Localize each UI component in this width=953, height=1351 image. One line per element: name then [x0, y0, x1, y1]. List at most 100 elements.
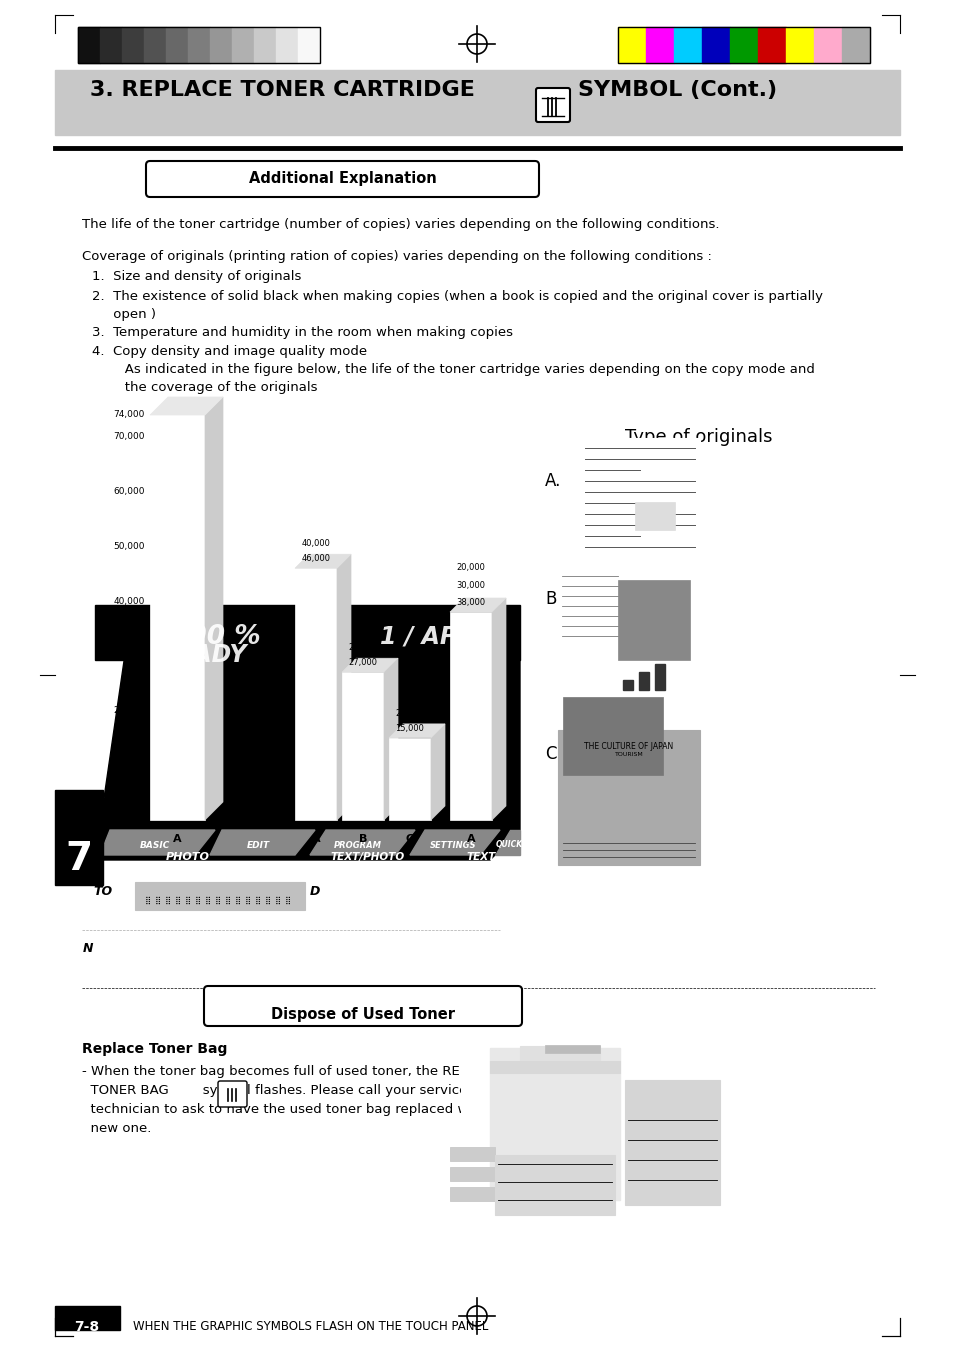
- Text: 3. REPLACE TONER CARTRIDGE: 3. REPLACE TONER CARTRIDGE: [90, 80, 475, 100]
- Text: SYMBOL (Cont.): SYMBOL (Cont.): [578, 80, 777, 100]
- Polygon shape: [431, 724, 444, 820]
- Text: the coverage of the originals: the coverage of the originals: [112, 381, 317, 394]
- Bar: [78, 27, 100, 63]
- Text: - When the toner bag becomes full of used toner, the REPLACE: - When the toner bag becomes full of use…: [82, 1065, 501, 1078]
- Text: ⣿: ⣿: [154, 896, 161, 905]
- FancyBboxPatch shape: [146, 161, 538, 197]
- Text: PROGRAM: PROGRAM: [334, 840, 381, 850]
- Text: SETTINGS: SETTINGS: [429, 840, 476, 850]
- Bar: [618, 580, 689, 661]
- Text: B.: B.: [544, 590, 561, 608]
- Bar: [461, 1032, 871, 1220]
- Polygon shape: [495, 830, 519, 855]
- Text: TONER BAG        symbol flashes. Please call your service: TONER BAG symbol flashes. Please call yo…: [82, 1084, 467, 1097]
- Bar: [624, 1079, 720, 1205]
- Text: A: A: [173, 834, 182, 844]
- Text: B: B: [358, 834, 367, 844]
- Text: 40,000: 40,000: [113, 597, 145, 605]
- Text: 27,000: 27,000: [348, 658, 377, 667]
- Bar: [55, 790, 103, 885]
- Polygon shape: [384, 658, 397, 820]
- Text: new one.: new one.: [82, 1121, 152, 1135]
- Text: ⣿: ⣿: [225, 896, 231, 905]
- Bar: [562, 697, 662, 775]
- Text: TO: TO: [92, 885, 112, 898]
- Text: N: N: [83, 942, 93, 955]
- Text: 60,000: 60,000: [113, 488, 145, 496]
- Bar: [813, 27, 841, 63]
- Polygon shape: [150, 397, 223, 415]
- Polygon shape: [294, 554, 351, 569]
- Bar: [188, 27, 210, 63]
- Text: Replace Toner Bag: Replace Toner Bag: [82, 1042, 227, 1056]
- Bar: [579, 438, 700, 561]
- Text: technician to ask to have the used toner bag replaced with a: technician to ask to have the used toner…: [82, 1102, 497, 1116]
- Bar: [450, 612, 492, 820]
- Bar: [95, 605, 519, 661]
- Bar: [100, 27, 122, 63]
- FancyBboxPatch shape: [536, 88, 569, 122]
- Bar: [150, 415, 205, 820]
- Bar: [645, 27, 673, 63]
- Bar: [785, 27, 813, 63]
- Bar: [758, 27, 785, 63]
- Text: TOURISM: TOURISM: [614, 753, 642, 757]
- Text: A: A: [466, 834, 475, 844]
- Bar: [701, 27, 729, 63]
- Text: open ): open ): [91, 308, 156, 322]
- Text: ⣿: ⣿: [285, 896, 291, 905]
- Text: PHOTO: PHOTO: [165, 852, 210, 862]
- Text: ⣿: ⣿: [145, 896, 151, 905]
- Text: WHEN THE GRAPHIC SYMBOLS FLASH ON THE TOUCH PANEL: WHEN THE GRAPHIC SYMBOLS FLASH ON THE TO…: [132, 1320, 488, 1333]
- Text: 100 %: 100 %: [170, 624, 260, 650]
- Bar: [519, 1046, 599, 1061]
- Polygon shape: [410, 830, 499, 855]
- Bar: [558, 730, 700, 865]
- Bar: [639, 671, 648, 690]
- Bar: [135, 882, 305, 911]
- Text: Dispose of Used Toner: Dispose of Used Toner: [271, 1006, 455, 1021]
- Text: 46,000: 46,000: [301, 554, 330, 563]
- Bar: [78, 27, 319, 63]
- Text: 4.  Copy density and image quality mode: 4. Copy density and image quality mode: [91, 345, 367, 358]
- Bar: [166, 27, 188, 63]
- Text: EDIT: EDIT: [246, 840, 270, 850]
- Text: 2.  The existence of solid black when making copies (when a book is copied and t: 2. The existence of solid black when mak…: [91, 290, 822, 303]
- Bar: [544, 1046, 599, 1052]
- Text: 30,000: 30,000: [113, 651, 145, 661]
- Bar: [297, 27, 319, 63]
- Polygon shape: [450, 598, 505, 612]
- Text: As indicated in the figure below, the life of the toner cartridge varies dependi: As indicated in the figure below, the li…: [112, 363, 814, 376]
- Bar: [341, 673, 384, 820]
- Bar: [253, 27, 275, 63]
- Text: ⣿: ⣿: [194, 896, 201, 905]
- Polygon shape: [210, 830, 314, 855]
- Text: 74,000: 74,000: [113, 411, 145, 420]
- Bar: [294, 569, 336, 820]
- Text: 40,000: 40,000: [301, 539, 330, 549]
- Bar: [122, 27, 144, 63]
- Bar: [622, 680, 633, 690]
- Polygon shape: [205, 397, 223, 820]
- Text: A: A: [312, 834, 320, 844]
- Text: BASIC: BASIC: [140, 840, 170, 850]
- Polygon shape: [492, 598, 505, 820]
- FancyBboxPatch shape: [218, 1081, 247, 1106]
- Bar: [673, 27, 701, 63]
- Text: 1 / APS: 1 / APS: [379, 626, 474, 648]
- Text: ⣿: ⣿: [165, 896, 171, 905]
- Bar: [144, 27, 166, 63]
- Text: 30,000: 30,000: [261, 651, 290, 661]
- Polygon shape: [95, 620, 519, 861]
- Bar: [450, 1188, 495, 1201]
- Bar: [450, 1167, 495, 1181]
- Text: 20,000: 20,000: [348, 643, 377, 653]
- Bar: [80, 400, 499, 865]
- Text: 20,000: 20,000: [113, 707, 145, 715]
- Bar: [450, 1147, 495, 1161]
- Text: 20,000: 20,000: [395, 709, 424, 717]
- Text: QUICK: QUICK: [495, 840, 522, 850]
- Bar: [530, 403, 867, 873]
- Text: ⣿: ⣿: [205, 896, 211, 905]
- Text: 50,000: 50,000: [113, 542, 145, 551]
